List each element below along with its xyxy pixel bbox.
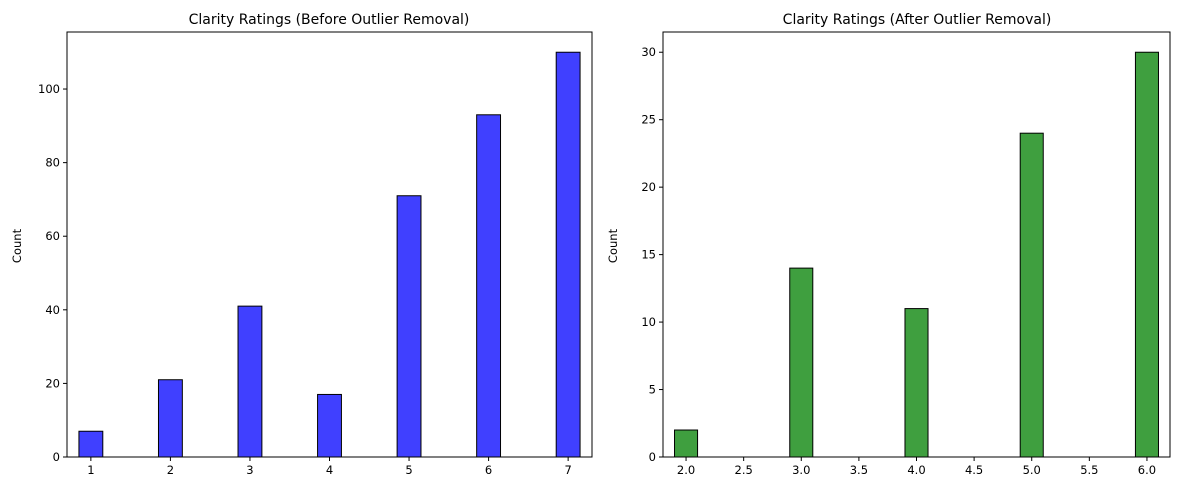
bar-5 [396, 195, 422, 458]
y-tick-label: 0 [649, 450, 656, 464]
x-tick-label: 4.5 [965, 463, 983, 477]
x-tick-label: 5.5 [1080, 463, 1098, 477]
x-tick-label: 4.0 [907, 463, 925, 477]
plot-frame [66, 31, 593, 458]
y-tick-label: 20 [45, 376, 60, 390]
x-tick-label: 2.5 [735, 463, 753, 477]
x-tick-label: 7 [564, 463, 571, 477]
y-tick-label: 60 [45, 229, 60, 243]
bar-6 [1134, 51, 1159, 458]
x-tick-label: 6 [485, 463, 492, 477]
bar-4 [904, 308, 929, 458]
y-tick-label: 20 [641, 180, 656, 194]
y-axis-label: Count [10, 228, 24, 263]
bar-1 [78, 430, 104, 458]
bar-3 [789, 267, 814, 458]
x-tick-label: 3.5 [850, 463, 868, 477]
y-tick-label: 40 [45, 303, 60, 317]
x-tick-label: 6.0 [1138, 463, 1156, 477]
y-tick-label: 15 [641, 248, 656, 262]
bar-2 [674, 429, 699, 458]
y-tick-label: 10 [641, 315, 656, 329]
x-ticks: 2.0 2.5 3.0 3.5 4.0 4.5 5.0 5.5 6.0 [677, 457, 1156, 477]
y-tick-label: 25 [641, 113, 656, 127]
x-tick-label: 1 [87, 463, 94, 477]
y-axis-label: Count [606, 228, 620, 263]
bars [78, 51, 581, 458]
bar-2 [157, 379, 183, 458]
chart-before-outlier-removal: Clarity Ratings (Before Outlier Removal)… [10, 12, 593, 477]
bar-4 [317, 393, 342, 458]
x-tick-label: 5.0 [1023, 463, 1041, 477]
x-tick-label: 2 [167, 463, 174, 477]
bars [674, 51, 1159, 458]
x-tick-label: 3.0 [792, 463, 810, 477]
y-ticks: 0 5 10 15 20 25 30 [641, 45, 663, 464]
bar-3 [237, 305, 263, 458]
y-tick-label: 5 [649, 383, 656, 397]
chart-title: Clarity Ratings (Before Outlier Removal) [189, 12, 470, 28]
y-tick-label: 80 [45, 156, 60, 170]
bar-5 [1019, 132, 1044, 458]
y-tick-label: 0 [53, 450, 60, 464]
y-ticks: 0 20 40 60 80 100 [38, 82, 67, 464]
bar-7 [555, 51, 581, 458]
bar-6 [476, 114, 502, 458]
plot-frame [662, 31, 1171, 458]
x-ticks: 1 2 3 4 5 6 7 [87, 457, 572, 477]
x-tick-label: 5 [405, 463, 412, 477]
x-tick-label: 2.0 [677, 463, 695, 477]
x-tick-label: 4 [326, 463, 333, 477]
chart-after-outlier-removal: Clarity Ratings (After Outlier Removal) … [606, 12, 1171, 477]
y-tick-label: 30 [641, 45, 656, 59]
y-tick-label: 100 [38, 82, 60, 96]
x-tick-label: 3 [246, 463, 253, 477]
chart-title: Clarity Ratings (After Outlier Removal) [783, 12, 1052, 28]
